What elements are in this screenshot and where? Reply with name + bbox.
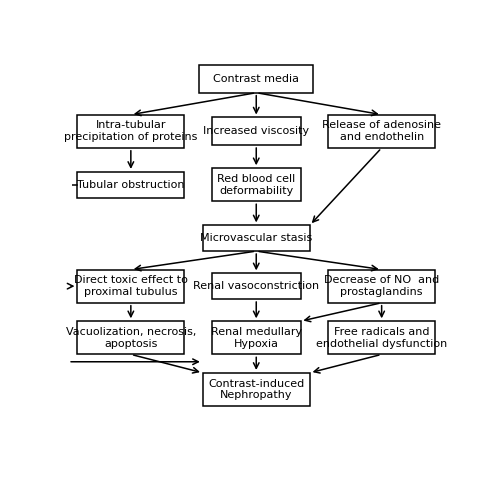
FancyBboxPatch shape [78, 172, 184, 198]
FancyBboxPatch shape [78, 321, 184, 354]
Text: Tubular obstruction: Tubular obstruction [77, 180, 184, 190]
FancyBboxPatch shape [328, 270, 435, 303]
Text: Release of adenosine
and endothelin: Release of adenosine and endothelin [322, 120, 441, 142]
Text: Increased viscosity: Increased viscosity [203, 126, 310, 136]
Text: Renal vasoconstriction: Renal vasoconstriction [193, 281, 320, 291]
Text: Contrast-induced
Nephropathy: Contrast-induced Nephropathy [208, 378, 304, 400]
FancyBboxPatch shape [212, 273, 300, 299]
Text: Red blood cell
deformability: Red blood cell deformability [217, 174, 296, 195]
FancyBboxPatch shape [78, 270, 184, 303]
Text: Intra-tubular
precipitation of proteins: Intra-tubular precipitation of proteins [64, 120, 198, 142]
Text: Renal medullary
Hypoxia: Renal medullary Hypoxia [210, 327, 302, 349]
FancyBboxPatch shape [203, 373, 310, 406]
Text: Free radicals and
endothelial dysfunction: Free radicals and endothelial dysfunctio… [316, 327, 448, 349]
FancyBboxPatch shape [78, 114, 184, 148]
FancyBboxPatch shape [212, 117, 300, 145]
FancyBboxPatch shape [212, 168, 300, 201]
Text: Microvascular stasis: Microvascular stasis [200, 233, 312, 243]
Text: Decrease of NO  and
prostaglandins: Decrease of NO and prostaglandins [324, 275, 440, 297]
Text: Contrast media: Contrast media [213, 74, 299, 84]
FancyBboxPatch shape [328, 114, 435, 148]
FancyBboxPatch shape [328, 321, 435, 354]
FancyBboxPatch shape [199, 65, 314, 93]
Text: Direct toxic effect to
proximal tubulus: Direct toxic effect to proximal tubulus [74, 275, 188, 297]
FancyBboxPatch shape [203, 225, 310, 251]
FancyBboxPatch shape [212, 321, 300, 354]
Text: Vacuolization, necrosis,
apoptosis: Vacuolization, necrosis, apoptosis [66, 327, 196, 349]
